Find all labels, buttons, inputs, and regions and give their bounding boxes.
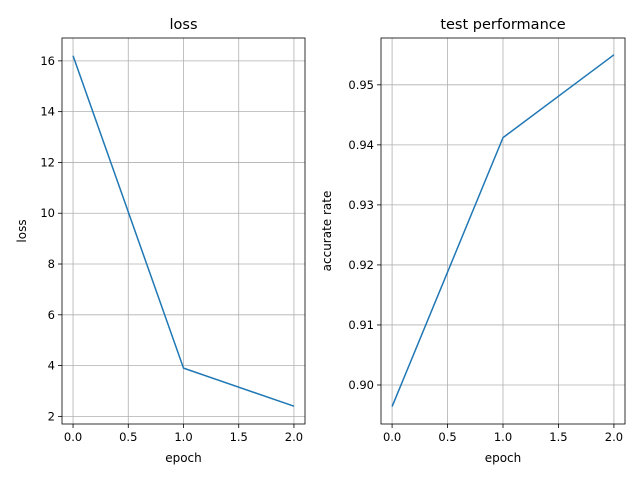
test-performance-x-tick-label: 1.5 — [549, 430, 567, 444]
test-performance-y-tick-label: 0.91 — [348, 318, 374, 332]
test-performance-subplot-title: test performance — [440, 17, 565, 33]
loss-x-tick-label: 0.0 — [64, 430, 82, 444]
test-performance-axes-frame — [380, 37, 626, 425]
loss-y-axis-label: loss — [15, 219, 29, 242]
test-performance-y-tick-label: 0.92 — [348, 258, 374, 272]
loss-ticks: 0.0 0.5 1.0 1.5 2.0 2 4 6 8 10 12 14 16 — [40, 54, 303, 444]
loss-line-layer — [72, 55, 295, 407]
loss-subplot-title: loss — [169, 17, 197, 33]
test-performance-x-tick-label: 0.5 — [438, 430, 456, 444]
loss-y-tick-label: 2 — [48, 409, 55, 423]
loss-y-tick-label: 10 — [40, 206, 55, 220]
loss-y-tick-label: 6 — [48, 308, 55, 322]
test-performance-subplot: test performance 0.0 0.5 1.0 1.5 2.0 0.90 0.91… — [320, 17, 626, 465]
test-performance-y-tick-label: 0.95 — [348, 78, 374, 92]
loss-gridlines — [62, 38, 305, 424]
test-performance-x-tick-label: 2.0 — [605, 430, 623, 444]
test-performance-line-layer — [391, 54, 615, 407]
loss-x-tick-label: 1.5 — [230, 430, 248, 444]
test-performance-y-tick-label: 0.93 — [348, 198, 374, 212]
loss-y-tick-label: 12 — [40, 155, 55, 169]
loss-x-tick-label: 1.0 — [174, 430, 192, 444]
test-performance-gridlines — [381, 38, 625, 424]
loss-y-tick-label: 4 — [48, 359, 55, 373]
loss-x-tick-label: 2.0 — [285, 430, 303, 444]
test-performance-y-axis-label: accurate rate — [320, 191, 334, 272]
loss-y-tick-label: 16 — [40, 54, 55, 68]
loss-subplot: loss 0.0 0.5 1.0 1.5 2.0 2 4 6 8 10 12 14 16 epoch l… — [15, 17, 306, 465]
test-performance-x-axis-label: epoch — [485, 451, 522, 465]
loss-series-line — [72, 55, 295, 407]
test-performance-series-line — [391, 54, 615, 407]
test-performance-ticks: 0.0 0.5 1.0 1.5 2.0 0.90 0.91 0.92 0.93 0.94 0.95 — [348, 78, 623, 444]
loss-y-tick-label: 14 — [40, 105, 55, 119]
loss-y-tick-label: 8 — [48, 257, 55, 271]
loss-x-axis-label: epoch — [165, 451, 202, 465]
test-performance-x-tick-label: 1.0 — [494, 430, 512, 444]
test-performance-y-tick-label: 0.94 — [348, 138, 374, 152]
loss-axes-frame — [61, 37, 306, 425]
loss-x-tick-label: 0.5 — [119, 430, 137, 444]
test-performance-y-tick-label: 0.90 — [348, 378, 374, 392]
test-performance-x-tick-label: 0.0 — [383, 430, 401, 444]
